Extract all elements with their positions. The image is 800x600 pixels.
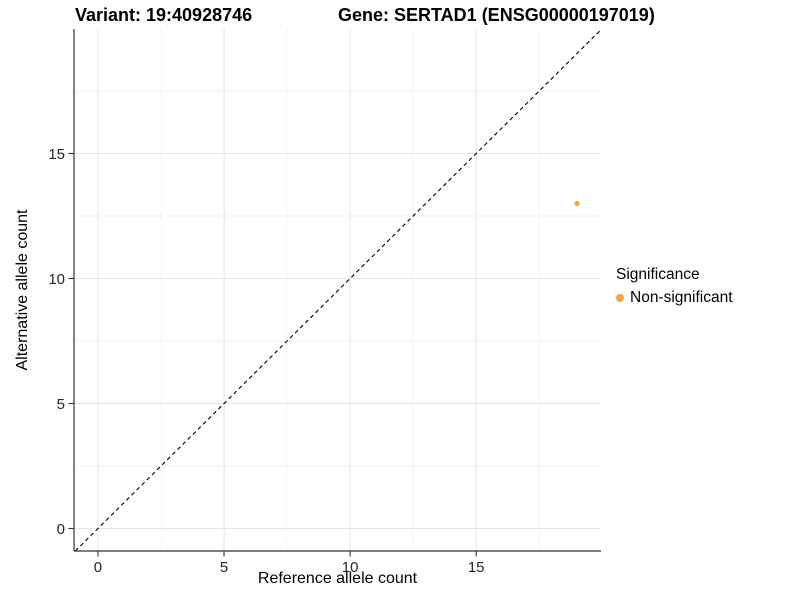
- y-tick-label: 5: [57, 396, 65, 413]
- x-axis-label: Reference allele count: [257, 570, 418, 587]
- y-tick-label: 10: [48, 271, 65, 288]
- y-axis-label: Alternative allele count: [14, 209, 31, 371]
- legend-item: Non-significant: [616, 289, 733, 307]
- x-tick-label: 10: [342, 559, 359, 576]
- x-tick-label: 15: [468, 559, 485, 576]
- data-point: [574, 200, 580, 207]
- y-tick-label: 0: [57, 521, 65, 538]
- gene-title: Gene: SERTAD1 (ENSG00000197019): [338, 5, 655, 25]
- x-tick-label: 0: [94, 559, 102, 576]
- identity-reference-line: [74, 29, 602, 552]
- y-tick-label: 15: [48, 146, 65, 163]
- variant-title: Variant: 19:40928746: [75, 5, 253, 25]
- legend-title: Significance: [616, 266, 700, 283]
- x-tick-label: 5: [220, 559, 228, 576]
- legend-point-icon: [616, 294, 624, 302]
- legend: Significance Non-significant: [616, 266, 733, 307]
- legend-item-label: Non-significant: [630, 289, 733, 306]
